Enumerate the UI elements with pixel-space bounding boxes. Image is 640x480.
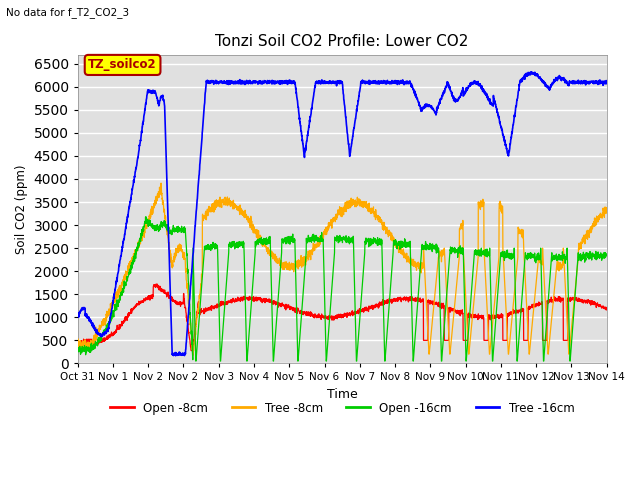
Legend: Open -8cm, Tree -8cm, Open -16cm, Tree -16cm: Open -8cm, Tree -8cm, Open -16cm, Tree -… <box>106 397 579 419</box>
Text: TZ_soilco2: TZ_soilco2 <box>88 59 157 72</box>
Title: Tonzi Soil CO2 Profile: Lower CO2: Tonzi Soil CO2 Profile: Lower CO2 <box>216 34 469 49</box>
Y-axis label: Soil CO2 (ppm): Soil CO2 (ppm) <box>15 164 28 254</box>
Text: No data for f_T2_CO2_3: No data for f_T2_CO2_3 <box>6 7 129 18</box>
X-axis label: Time: Time <box>327 388 358 401</box>
